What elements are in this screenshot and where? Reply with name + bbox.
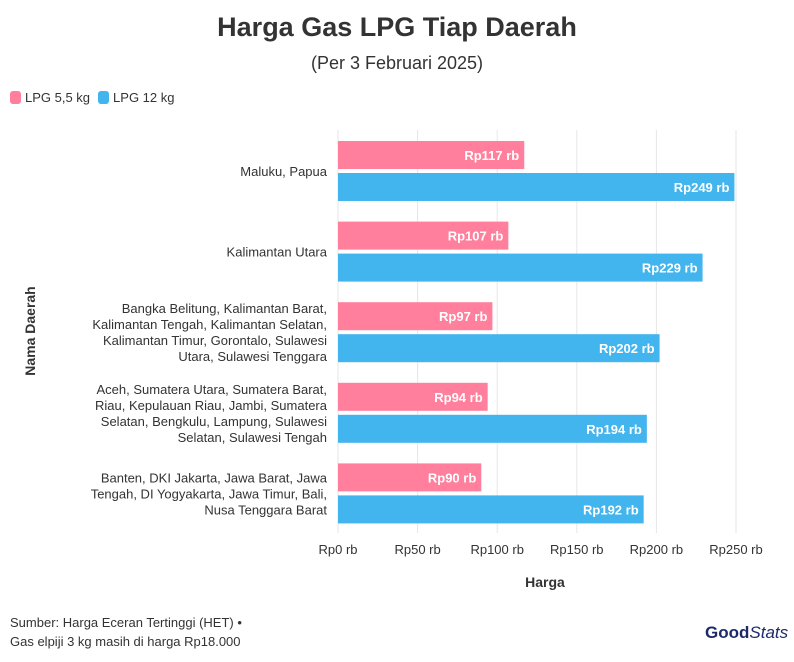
bar-lpg-5-5-3 — [338, 382, 488, 411]
data-label-lpg-5-5-0: Rp117 rb — [464, 148, 519, 163]
category-label-0-line-0: Maluku, Papua — [240, 164, 327, 179]
footer-line-1: Sumber: Harga Eceran Tertinggi (HET) • — [10, 615, 242, 630]
data-label-lpg-5-5-2: Rp97 rb — [439, 309, 487, 324]
bar-lpg-5-5-0 — [338, 141, 525, 169]
data-label-lpg-5-5-1: Rp107 rb — [448, 229, 504, 244]
category-label-4-line-2: Nusa Tenggara Barat — [204, 502, 327, 517]
category-label-2-line-0: Bangka Belitung, Kalimantan Barat, — [122, 301, 327, 316]
x-tick-label-5: Rp250 rb — [709, 542, 762, 557]
category-label-3-line-3: Selatan, Sulawesi Tengah — [178, 430, 327, 445]
bar-lpg-12-2 — [338, 334, 660, 363]
chart-subtitle: (Per 3 Februari 2025) — [310, 53, 484, 73]
bar-lpg-5-5-1 — [338, 221, 509, 250]
category-label-2-line-3: Utara, Sulawesi Tenggara — [178, 349, 327, 364]
data-label-lpg-5-5-4: Rp90 rb — [428, 470, 476, 485]
bar-lpg-12-4 — [338, 495, 644, 524]
category-label-4-line-0: Banten, DKI Jakarta, Jawa Barat, Jawa — [101, 470, 328, 485]
bar-lpg-12-0 — [338, 173, 735, 201]
category-label-2-line-1: Kalimantan Tengah, Kalimantan Selatan, — [92, 317, 327, 332]
logo-stats: Stats — [749, 623, 789, 642]
chart-title: Harga Gas LPG Tiap Daerah — [217, 12, 577, 42]
legend-label-lpg-12: LPG 12 kg — [113, 90, 175, 105]
x-tick-label-3: Rp150 rb — [550, 542, 603, 557]
x-tick-label-0: Rp0 rb — [318, 542, 357, 557]
legend-label-lpg-5-5: LPG 5,5 kg — [25, 90, 91, 105]
bar-lpg-12-1 — [338, 253, 703, 282]
bar-lpg-12-3 — [338, 414, 647, 443]
legend-swatch-lpg-5-5 — [10, 91, 21, 104]
legend: LPG 5,5 kg LPG 12 kg — [10, 90, 174, 105]
x-axis-title: Harga — [525, 574, 565, 590]
data-label-lpg-5-5-3: Rp94 rb — [434, 390, 482, 405]
category-label-1-line-0: Kalimantan Utara — [227, 245, 328, 260]
data-label-lpg-12-2: Rp202 rb — [599, 341, 655, 356]
data-label-lpg-12-1: Rp229 rb — [642, 261, 698, 276]
bar-lpg-5-5-4 — [338, 463, 482, 492]
data-label-lpg-12-0: Rp249 rb — [674, 180, 730, 195]
footer-source: Sumber: Harga Eceran Tertinggi (HET) • G… — [10, 613, 242, 651]
x-tick-label-2: Rp100 rb — [470, 542, 523, 557]
category-label-3-line-1: Riau, Kepulauan Riau, Jambi, Sumatera — [95, 398, 328, 413]
category-label-3-line-2: Selatan, Bengkulu, Lampung, Sulawesi — [101, 414, 327, 429]
x-tick-label-4: Rp200 rb — [630, 542, 683, 557]
category-label-2-line-2: Kalimantan Timur, Gorontalo, Sulawesi — [103, 333, 327, 348]
category-label-4-line-1: Tengah, DI Yogyakarta, Jawa Timur, Bali, — [91, 486, 327, 501]
logo-good: Good — [705, 623, 750, 642]
legend-item-lpg-5-5[interactable]: LPG 5,5 kg — [10, 90, 90, 105]
legend-swatch-lpg-12 — [98, 91, 110, 104]
legend-item-lpg-12[interactable]: LPG 12 kg — [98, 90, 174, 105]
data-label-lpg-12-3: Rp194 rb — [586, 422, 642, 437]
y-axis-title: Nama Daerah — [22, 286, 38, 376]
category-label-3-line-0: Aceh, Sumatera Utara, Sumatera Barat, — [97, 382, 328, 397]
goodstats-logo: GoodStats — [705, 623, 788, 643]
data-label-lpg-12-4: Rp192 rb — [583, 502, 639, 517]
bar-lpg-5-5-2 — [338, 302, 493, 331]
x-tick-label-1: Rp50 rb — [394, 542, 440, 557]
footer-line-2: Gas elpiji 3 kg masih di harga Rp18.000 — [10, 634, 241, 649]
